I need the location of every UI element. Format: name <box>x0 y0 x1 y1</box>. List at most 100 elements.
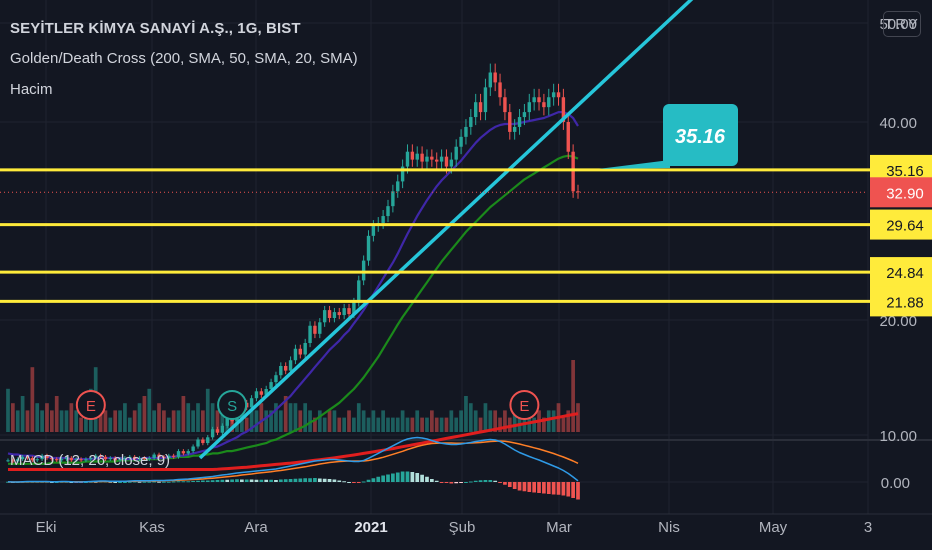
candle-body <box>308 325 312 343</box>
candle-body <box>459 136 463 147</box>
macd-histogram-bar <box>322 478 327 482</box>
candle-body <box>517 117 522 127</box>
candle-body <box>469 117 473 127</box>
time-axis-tick: Ara <box>244 519 268 536</box>
candle-body <box>342 308 346 316</box>
volume-bar <box>137 403 142 432</box>
price-axis-tick: 10.00 <box>879 428 917 445</box>
volume-bar <box>425 417 429 432</box>
volume-bar <box>288 403 293 432</box>
macd-histogram-bar <box>162 481 166 483</box>
candle-body <box>347 308 351 315</box>
candle-body <box>162 456 166 458</box>
macd-histogram-bar <box>288 479 293 482</box>
level-price-tag-label: 35.16 <box>886 163 924 180</box>
candle-body <box>454 146 458 160</box>
macd-legend[interactable]: MACD (12, 26, close, 9) <box>10 452 171 469</box>
volume-bar <box>342 417 347 432</box>
macd-histogram-bar <box>434 480 439 482</box>
volume-bar <box>542 417 546 432</box>
candle-body <box>508 112 512 132</box>
candle-body <box>128 456 132 458</box>
macd-histogram-bar <box>337 480 342 482</box>
volume-bar <box>171 410 176 432</box>
time-axis-tick: Kas <box>139 519 165 536</box>
macd-histogram-bar <box>332 479 337 482</box>
macd-histogram <box>6 471 580 500</box>
volume-bar <box>308 410 312 432</box>
macd-histogram-bar <box>264 479 269 482</box>
volume-bar <box>264 410 269 432</box>
volume-bar <box>313 417 317 432</box>
candle-body <box>64 458 69 460</box>
level-price-tag-label: 29.64 <box>886 218 924 235</box>
candle-body <box>191 446 195 452</box>
volume-bar <box>69 403 74 432</box>
volume-bar <box>478 417 483 432</box>
volume-bar <box>303 403 308 432</box>
time-axis-tick: 3 <box>864 519 872 536</box>
candle-body <box>449 159 454 167</box>
macd-histogram-bar <box>395 472 400 482</box>
macd-histogram-bar <box>347 482 351 483</box>
signal-marker <box>509 390 540 420</box>
volume-bar <box>464 396 468 432</box>
candle-body <box>327 310 332 319</box>
volume-legend[interactable]: Hacim <box>10 81 53 98</box>
volume-bar <box>127 417 132 432</box>
macd-histogram-bar <box>118 482 122 483</box>
currency-button[interactable]: TRY <box>883 11 921 37</box>
candle-body <box>498 82 502 98</box>
symbol-title[interactable]: SEYİTLER KİMYA SANAYİ A.Ş., 1G, BIST <box>10 20 301 37</box>
volume-bar <box>576 403 580 432</box>
candle-body <box>288 360 293 371</box>
volume-bar <box>473 410 478 432</box>
candle-body <box>142 458 147 460</box>
volume-bar <box>259 403 264 432</box>
candle-body <box>269 382 273 389</box>
volume-bar <box>103 410 108 432</box>
macd-histogram-bar <box>249 479 254 482</box>
volume-bar <box>20 396 25 432</box>
time-axis-tick: Eki <box>36 519 57 536</box>
candle-body <box>264 389 268 395</box>
macd-histogram-bar <box>157 481 161 483</box>
macd-histogram-bar <box>137 481 142 483</box>
volume-bar <box>561 417 566 432</box>
volume-bar <box>498 417 502 432</box>
candle-body <box>176 451 181 457</box>
volume-bar <box>415 410 420 432</box>
volume-bar <box>142 396 147 432</box>
macd-histogram-bar <box>313 478 317 482</box>
macd-histogram-bar <box>429 479 434 482</box>
volume-bar <box>25 410 30 432</box>
macd-histogram-bar <box>108 481 113 483</box>
volume-bar <box>361 410 366 432</box>
macd-histogram-bar <box>371 478 376 482</box>
macd-histogram-bar <box>254 479 259 482</box>
candle-body <box>430 156 434 160</box>
candle-body <box>405 151 410 167</box>
candle-body <box>249 398 254 408</box>
golden-death-cross-legend[interactable]: Golden/Death Cross (200, SMA, 50, SMA, 2… <box>10 50 358 67</box>
macd-histogram-bar <box>278 479 283 482</box>
macd-histogram-bar <box>166 481 171 483</box>
macd-histogram-bar <box>142 481 147 483</box>
candle-body <box>201 439 205 444</box>
candle-body <box>298 348 303 355</box>
macd-histogram-bar <box>449 482 454 484</box>
volume-bar <box>205 388 210 432</box>
volume-bar <box>152 410 157 432</box>
macd-histogram-bar <box>444 482 449 483</box>
candle-body <box>215 429 220 433</box>
macd-histogram-bar <box>425 476 429 482</box>
macd-histogram-bar <box>361 481 366 483</box>
candle-body <box>25 456 30 458</box>
volume-bar <box>352 417 356 432</box>
macd-histogram-bar <box>522 482 527 492</box>
candle-body <box>571 151 575 192</box>
candle-body <box>113 458 117 461</box>
candle-body <box>259 391 264 395</box>
candle-body <box>50 458 54 460</box>
